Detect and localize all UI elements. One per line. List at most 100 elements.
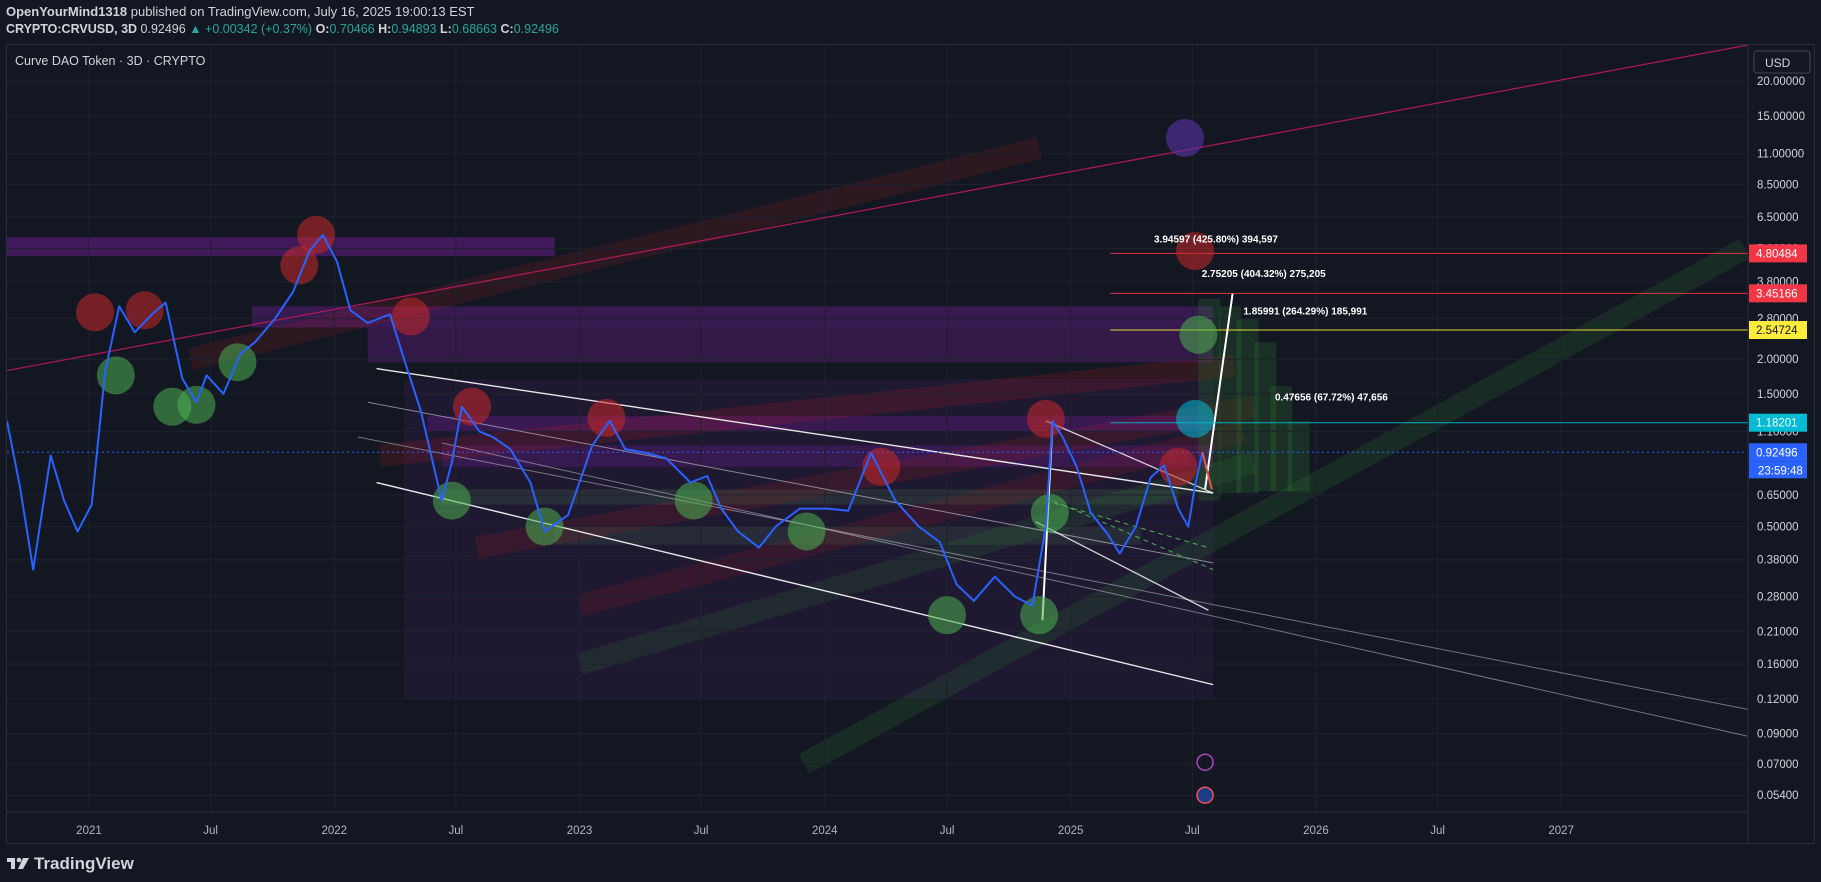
trend-line: [376, 481, 1214, 686]
price-tick-label: 0.05400: [1757, 790, 1799, 802]
price-label-bg: [1749, 443, 1807, 462]
time-tick-label: Jul: [1185, 825, 1200, 837]
time-axis[interactable]: 2021 Jul 2022 Jul 2023 Jul 2024 Jul 2025 Jul 2026 J…: [7, 811, 1748, 837]
price-tick-label: 0.65000: [1757, 490, 1799, 502]
series-layer: [7, 233, 1213, 607]
highlight-circle: [674, 481, 713, 520]
price-tick-label: 8.50000: [1757, 180, 1799, 192]
highlight-circle: [76, 293, 115, 332]
price-tick-label: 2.00000: [1757, 354, 1799, 366]
last-price: 0.92496: [140, 22, 186, 36]
highlight-circle: [1165, 118, 1204, 157]
measure-annotation: 2.75205 (404.32%) 275,205: [1202, 269, 1326, 280]
trend-line: [357, 436, 1749, 710]
price-tick-label: 0.28000: [1757, 592, 1799, 604]
highlight-circle: [432, 481, 471, 520]
publisher-line: OpenYourMind1318 published on TradingVie…: [6, 4, 475, 19]
time-tick-label: 2027: [1548, 825, 1574, 837]
high-value: 0.94893: [391, 22, 437, 36]
time-tick-label: Jul: [1430, 825, 1445, 837]
lightning-event-icon: [1196, 753, 1214, 771]
symbol-label[interactable]: CRYPTO:CRVUSD, 3D: [6, 22, 138, 36]
tradingview-logo-icon: [7, 857, 29, 869]
projection-bar: [1254, 342, 1277, 492]
price-tick-label: 0.12000: [1757, 694, 1799, 706]
symbol-ohlc-line: CRYPTO:CRVUSD, 3D 0.92496 ▲ +0.00342 (+0…: [6, 22, 559, 36]
published-info: published on TradingView.com, July 16, 2…: [127, 4, 475, 19]
trend-line: [7, 45, 1749, 372]
time-tick-label: Jul: [203, 825, 218, 837]
price-tick-label: 0.16000: [1757, 659, 1799, 671]
time-tick-label: Jul: [449, 825, 464, 837]
measure-annotation: 0.47656 (67.72%) 47,656: [1275, 393, 1388, 404]
low-label: L:: [440, 22, 452, 36]
grid-layer: [7, 45, 1748, 812]
low-value: 0.68663: [451, 22, 497, 36]
high-label: H:: [378, 22, 392, 36]
price-label: 4.80484: [1756, 248, 1798, 260]
chart-title: Curve DAO Token · 3D · CRYPTO: [15, 54, 206, 68]
price-tick-label: 11.00000: [1757, 148, 1804, 160]
highlight-circle: [587, 398, 626, 437]
time-tick-label: Jul: [940, 825, 955, 837]
time-tick-label: 2025: [1058, 825, 1084, 837]
highlight-circle: [125, 291, 164, 330]
price-change: ▲ +0.00342 (+0.37%): [189, 22, 313, 36]
diagonal-band: [576, 451, 1258, 675]
currency-label[interactable]: USD: [1765, 56, 1791, 70]
dashed-trend: [1045, 500, 1209, 549]
highlight-circle: [391, 297, 430, 336]
tradingview-logo[interactable]: TradingView: [6, 854, 134, 874]
price-axis[interactable]: USD 20.00000 15.00000 11.00000 8.50000 6.500…: [1747, 45, 1811, 843]
price-tick-label: 1.50000: [1757, 389, 1799, 401]
price-label-bg: [1749, 284, 1807, 303]
time-tick-label: 2026: [1303, 825, 1329, 837]
diagonal-band: [378, 354, 1236, 467]
highlight-circle: [280, 246, 319, 285]
highlight-circle: [1175, 399, 1214, 438]
tradingview-logo-text: TradingView: [34, 854, 134, 873]
measure-annotation: 1.85991 (264.29%) 185,991: [1243, 306, 1367, 317]
projection-bar: [1287, 420, 1310, 492]
time-tick-label: Jul: [694, 825, 709, 837]
countdown-bg: [1749, 461, 1807, 479]
price-tick-label: 6.50000: [1757, 212, 1799, 224]
price-series-line: [7, 233, 1204, 607]
price-label-bg: [1749, 413, 1807, 432]
diagonal-band: [798, 238, 1750, 774]
circles-layer: [76, 118, 1218, 635]
trend-line: [367, 401, 1214, 564]
trend-line: [376, 367, 1214, 494]
price-label: 2.54724: [1756, 325, 1798, 337]
open-value: 0.70466: [329, 22, 375, 36]
chart-container[interactable]: 3.94597 (425.80%) 394,597 2.75205 (404.32…: [6, 44, 1815, 844]
price-tick-label: 15.00000: [1757, 111, 1805, 123]
close-value: 0.92496: [513, 22, 559, 36]
currency-button[interactable]: [1753, 50, 1811, 74]
annotation-layer: 3.94597 (425.80%) 394,597 2.75205 (404.32…: [1154, 235, 1388, 804]
countdown-label: 23:59:48: [1758, 465, 1803, 477]
us-flag-event-icon: [1196, 786, 1214, 804]
price-label: 0.92496: [1756, 447, 1798, 459]
close-label: C:: [500, 22, 514, 36]
price-zone: [441, 489, 1179, 505]
price-tick-label: 0.50000: [1757, 522, 1799, 534]
highlight-circle: [787, 512, 826, 551]
price-tick-label: 0.09000: [1757, 729, 1799, 741]
price-tick-label: 0.38000: [1757, 555, 1799, 567]
projection-bar: [1270, 386, 1293, 492]
highlight-circle: [1020, 596, 1059, 635]
price-tick-label: 0.21000: [1757, 626, 1799, 638]
projection-arrow: [1201, 452, 1213, 490]
highlight-circle: [1030, 493, 1069, 532]
price-zone: [7, 237, 555, 257]
time-tick-label: 2024: [812, 825, 838, 837]
price-label-bg: [1749, 321, 1807, 340]
projection-bar: [1236, 318, 1259, 494]
price-label: 3.45166: [1756, 288, 1798, 300]
price-zone: [367, 327, 1214, 363]
price-chart[interactable]: 3.94597 (425.80%) 394,597 2.75205 (404.32…: [7, 45, 1814, 843]
highlight-circle: [1179, 315, 1218, 354]
author-name[interactable]: OpenYourMind1318: [6, 4, 128, 19]
highlight-circle: [928, 596, 967, 635]
